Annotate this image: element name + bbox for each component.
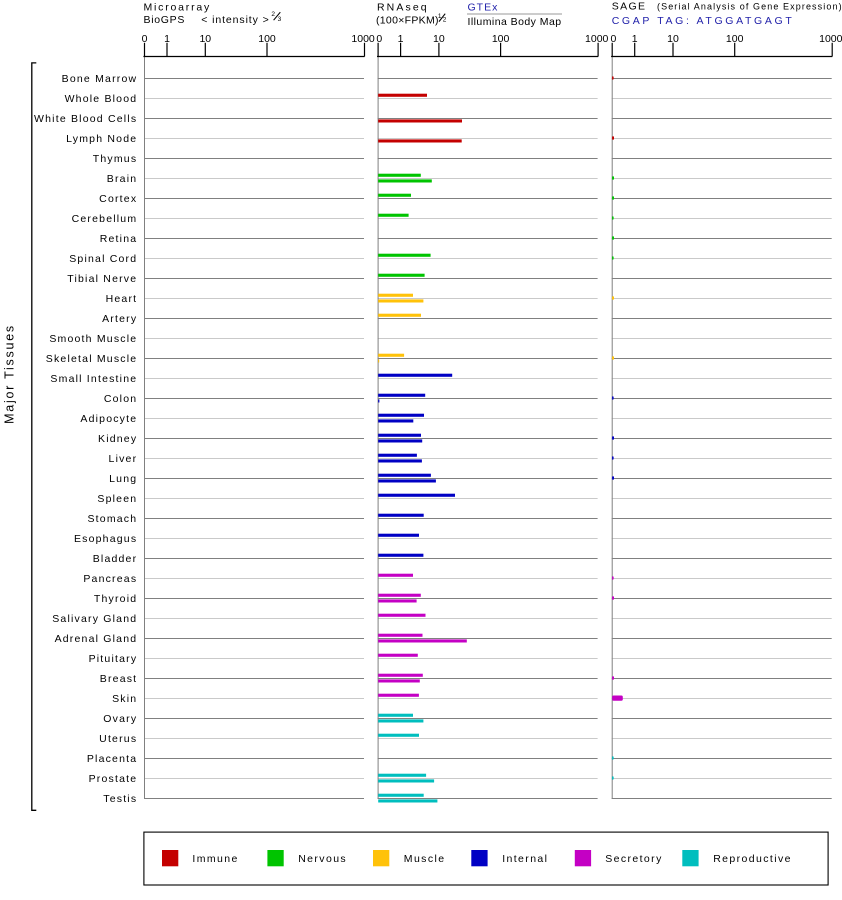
svg-text:Kidney: Kidney — [98, 433, 137, 445]
svg-text:Nervous: Nervous — [298, 853, 347, 865]
svg-text:Heart: Heart — [106, 293, 138, 305]
svg-text:Skin: Skin — [112, 693, 137, 705]
svg-text:Salivary Gland: Salivary Gland — [52, 613, 137, 625]
svg-text:Liver: Liver — [109, 453, 138, 465]
svg-text:1: 1 — [164, 33, 170, 45]
svg-text:Skeletal Muscle: Skeletal Muscle — [46, 353, 138, 365]
svg-text:Breast: Breast — [100, 673, 138, 685]
svg-text:Lung: Lung — [109, 473, 137, 485]
svg-text:Microarray: Microarray — [144, 2, 212, 14]
svg-text:0: 0 — [376, 33, 382, 45]
svg-text:0: 0 — [142, 33, 148, 45]
svg-text:Major Tissues: Major Tissues — [3, 324, 17, 424]
svg-text:Ovary: Ovary — [103, 713, 137, 725]
svg-text:BioGPS: BioGPS — [144, 14, 186, 26]
svg-text:Secretory: Secretory — [605, 853, 663, 865]
svg-text:1: 1 — [398, 33, 404, 45]
svg-text:Adrenal Gland: Adrenal Gland — [55, 633, 138, 645]
svg-text:Testis: Testis — [103, 793, 137, 805]
svg-text:Thyroid: Thyroid — [94, 593, 137, 605]
svg-text:Tibial Nerve: Tibial Nerve — [67, 273, 137, 285]
svg-text:CGAP TAG: ATGGATGAGT: CGAP TAG: ATGGATGAGT — [612, 15, 795, 27]
svg-text:100: 100 — [726, 33, 744, 45]
svg-text:10: 10 — [199, 33, 211, 45]
svg-text:100: 100 — [492, 33, 510, 45]
svg-text:Small Intestine: Small Intestine — [50, 373, 137, 385]
svg-text:Bone Marrow: Bone Marrow — [62, 73, 138, 85]
svg-text:Uterus: Uterus — [99, 733, 137, 745]
svg-text:Muscle: Muscle — [404, 853, 446, 865]
svg-text:Internal: Internal — [502, 853, 548, 865]
svg-text:Artery: Artery — [102, 313, 137, 325]
svg-text:Adipocyte: Adipocyte — [80, 413, 137, 425]
svg-text:3: 3 — [278, 16, 282, 23]
svg-text:Colon: Colon — [104, 393, 137, 405]
svg-text:Cerebellum: Cerebellum — [72, 213, 138, 225]
svg-text:Prostate: Prostate — [89, 773, 138, 785]
svg-text:Thymus: Thymus — [93, 153, 138, 165]
svg-text:< intensity >: < intensity > — [201, 14, 269, 26]
svg-text:Reproductive: Reproductive — [713, 853, 792, 865]
svg-text:RNAseq: RNAseq — [377, 2, 429, 14]
svg-text:SAGE: SAGE — [612, 1, 647, 13]
svg-text:Pancreas: Pancreas — [83, 573, 137, 585]
svg-text:(100×FPKM): (100×FPKM) — [376, 15, 439, 27]
svg-text:0: 0 — [610, 33, 616, 45]
svg-text:Brain: Brain — [107, 173, 138, 185]
svg-text:1000: 1000 — [585, 33, 609, 45]
svg-text:2: 2 — [443, 17, 447, 24]
svg-text:Placenta: Placenta — [87, 753, 137, 765]
svg-text:Retina: Retina — [100, 233, 138, 245]
svg-text:2: 2 — [271, 11, 275, 18]
svg-text:Spleen: Spleen — [97, 493, 137, 505]
svg-text:1: 1 — [632, 33, 638, 45]
svg-text:Pituitary: Pituitary — [89, 653, 138, 665]
svg-text:Smooth Muscle: Smooth Muscle — [49, 333, 137, 345]
svg-text:10: 10 — [433, 33, 445, 45]
svg-text:Cortex: Cortex — [99, 193, 137, 205]
svg-text:GTEx: GTEx — [468, 2, 499, 14]
svg-text:1000: 1000 — [819, 33, 842, 45]
svg-text:White Blood Cells: White Blood Cells — [34, 113, 137, 125]
svg-text:1000: 1000 — [351, 33, 375, 45]
svg-text:Immune: Immune — [192, 853, 238, 865]
svg-text:1: 1 — [438, 13, 442, 20]
svg-text:Bladder: Bladder — [93, 553, 138, 565]
svg-text:Illumina Body Map: Illumina Body Map — [468, 16, 562, 28]
svg-text:Spinal Cord: Spinal Cord — [69, 253, 137, 265]
svg-text:Stomach: Stomach — [87, 513, 137, 525]
svg-text:Esophagus: Esophagus — [74, 533, 137, 545]
svg-text:10: 10 — [667, 33, 679, 45]
svg-text:100: 100 — [258, 33, 276, 45]
svg-text:Lymph Node: Lymph Node — [66, 133, 137, 145]
svg-text:Whole Blood: Whole Blood — [65, 93, 138, 105]
svg-text:(Serial Analysis of Gene Expre: (Serial Analysis of Gene Expression) — [657, 2, 842, 12]
